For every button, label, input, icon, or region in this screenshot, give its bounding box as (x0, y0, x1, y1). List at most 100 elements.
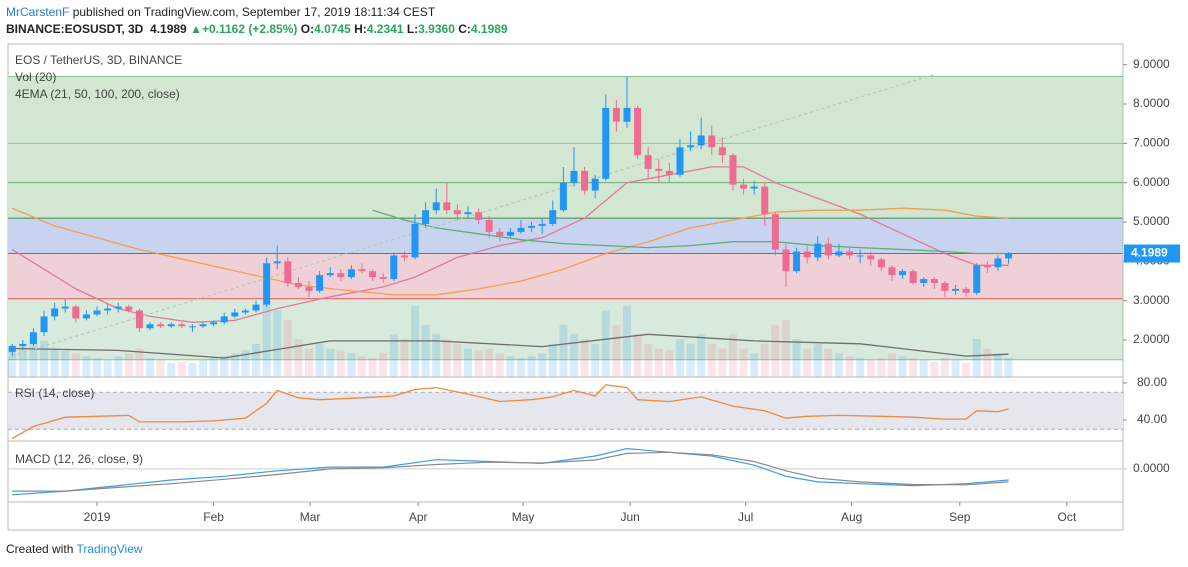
volume-bar (93, 358, 102, 377)
volume-bar (909, 358, 918, 377)
volume-bar (283, 320, 292, 377)
author[interactable]: MrCarstenF (6, 5, 70, 19)
volume-bar (40, 340, 49, 377)
volume-bar (368, 358, 377, 377)
volume-bar (146, 358, 155, 377)
candle-body (294, 282, 302, 287)
volume-bar (474, 350, 483, 377)
candle-body (475, 212, 483, 221)
candle-body (411, 223, 419, 258)
candle-body (581, 170, 589, 191)
volume-bar (845, 356, 854, 377)
candle-body (835, 251, 843, 256)
candle-body (178, 324, 186, 327)
candle-body (400, 255, 408, 258)
volume-bar (336, 350, 345, 377)
candle-body (231, 312, 239, 317)
volume-bar (516, 358, 525, 377)
published: published on TradingView.com, September … (72, 5, 436, 19)
candle-body (697, 135, 705, 146)
candle-body (941, 282, 949, 291)
up-arrow: ▲ (190, 22, 202, 36)
candle-body (676, 147, 684, 175)
volume-bar (71, 353, 80, 377)
volume-bar (728, 334, 737, 377)
volume-bar (177, 361, 186, 377)
y-tick-label: 8.0000 (1133, 96, 1170, 110)
macd-label: MACD (12, 26, close, 9) (15, 452, 143, 466)
candle-body (952, 288, 960, 291)
candle-body (570, 170, 578, 183)
volume-bar (156, 359, 165, 377)
candle-body (909, 271, 917, 283)
volume-bar (252, 343, 261, 377)
price-tag-label: 4.1989 (1131, 246, 1168, 260)
candle-body (687, 145, 695, 148)
volume-bar (50, 348, 59, 377)
y-tick-label: 40.00 (1137, 412, 1167, 426)
footer-text: Created with (6, 542, 74, 556)
volume-bar (305, 348, 314, 377)
candle-body (358, 269, 366, 272)
volume-bar (675, 339, 684, 377)
candle-body (612, 107, 620, 122)
candle-body (61, 306, 69, 309)
volume-bar (114, 356, 123, 377)
volume-bar (506, 356, 515, 377)
open: 4.0745 (314, 22, 351, 36)
x-tick-label: Apr (409, 510, 428, 524)
vol-label: Vol (20) (15, 70, 56, 84)
ema-line (11, 207, 1009, 296)
volume-bar (919, 359, 928, 377)
symbol-line: BINANCE:EOSUSDT, 3D 4.1989 ▲+0.1162 (+2.… (6, 22, 508, 36)
rsi-band (8, 392, 1123, 430)
x-tick-label: Jul (738, 510, 753, 524)
candle-body (284, 261, 292, 283)
volume-bar (124, 353, 133, 377)
volume-bar (82, 356, 91, 377)
zone (8, 218, 1123, 254)
candle-body (241, 310, 249, 313)
candle-body (443, 202, 451, 211)
candle-body (72, 306, 80, 319)
volume-bar (887, 353, 896, 377)
candle-body (750, 186, 758, 189)
candle-body (263, 263, 271, 305)
candle-body (347, 269, 355, 278)
candle-body (814, 243, 822, 258)
macd-line (12, 451, 1009, 492)
volume-bar (209, 358, 218, 377)
x-tick-label: Feb (203, 510, 224, 524)
candle-body (104, 308, 112, 311)
candle-body (856, 255, 864, 257)
change: +0.1162 (+2.85%) (201, 22, 298, 36)
candle-body (782, 249, 790, 272)
brand[interactable]: TradingView (76, 542, 143, 556)
volume-bar (665, 350, 674, 377)
candle-body (146, 324, 154, 329)
l-label: L: (406, 22, 419, 36)
ema-line (12, 73, 935, 357)
x-tick-label: 2019 (84, 510, 111, 524)
candle-body (538, 223, 546, 226)
h-label: H: (354, 22, 367, 36)
rsi-label: RSI (14, close) (15, 386, 94, 400)
volume-bar (707, 343, 716, 377)
candle-body (29, 332, 37, 344)
candle-body (464, 212, 472, 215)
volume-bar (591, 343, 600, 377)
volume-bar (983, 348, 992, 377)
candle-body (729, 155, 737, 185)
volume-bar (453, 343, 462, 377)
volume-bar (856, 358, 865, 377)
volume-bar (601, 310, 610, 377)
volume-bar (61, 350, 70, 377)
x-tick-label: Sep (949, 510, 971, 524)
candle-body (496, 231, 504, 236)
candle-body (379, 277, 387, 280)
ema-line (11, 166, 1009, 323)
volume-bar (569, 334, 578, 377)
volume-bar (315, 343, 324, 377)
volume-bar (432, 334, 441, 377)
